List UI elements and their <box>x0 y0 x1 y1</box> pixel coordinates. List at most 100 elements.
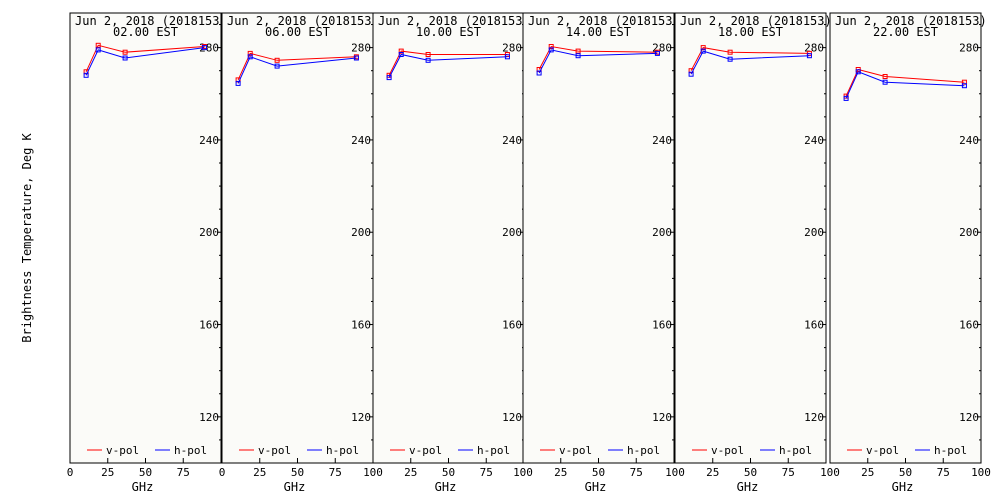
panel-title: Jun 2, 2018 (2018153) <box>378 14 530 28</box>
y-tick-label: 200 <box>652 226 672 239</box>
data-point-h-pol <box>353 55 359 61</box>
data-point-v-pol <box>882 74 888 79</box>
data-point-h-pol <box>536 70 542 76</box>
y-tick-label: 120 <box>959 411 979 424</box>
panel-subtitle: 06.00 EST <box>265 25 330 39</box>
series-line-v-pol <box>237 52 357 81</box>
y-tick-label: 160 <box>804 319 824 332</box>
x-axis-label: GHz <box>284 480 306 494</box>
plot-frame <box>522 12 675 464</box>
plot-background <box>675 13 826 463</box>
data-point-h-pol <box>806 53 812 59</box>
plot-background <box>830 13 981 463</box>
data-point-h-pol <box>843 95 849 101</box>
y-tick-label: 240 <box>199 134 219 147</box>
series-line-h-pol <box>538 49 658 74</box>
chart-panel-5: Jun 2, 2018 (2018153)18.00 EST 120 160 200 2… <box>665 12 832 494</box>
y-tick-label: 280 <box>959 42 979 55</box>
data-point-h-pol <box>247 54 253 60</box>
legend-label-h-pol: h-pol <box>326 444 359 457</box>
x-tick-label: 50 <box>442 466 455 479</box>
plot-background <box>222 13 373 463</box>
data-point-h-pol <box>201 45 207 51</box>
legend-label-v-pol: v-pol <box>866 444 899 457</box>
x-axis-label: GHz <box>737 480 759 494</box>
y-tick-label: 200 <box>502 226 522 239</box>
y-tick-label: 160 <box>959 319 979 332</box>
data-point-h-pol <box>504 54 510 60</box>
data-point-h-pol <box>961 83 967 89</box>
x-tick-label: 0 <box>67 466 74 479</box>
data-point-h-pol <box>654 50 660 56</box>
x-tick-label: 75 <box>937 466 950 479</box>
x-tick-label: 25 <box>253 466 266 479</box>
legend-label-h-pol: h-pol <box>779 444 812 457</box>
y-tick-label: 160 <box>502 319 522 332</box>
series-line-h-pol <box>85 47 205 76</box>
x-tick-label: 25 <box>404 466 417 479</box>
y-tick-label: 160 <box>652 319 672 332</box>
x-tick-label: 25 <box>861 466 874 479</box>
data-point-v-pol <box>575 48 581 54</box>
series-line-v-pol <box>85 44 205 73</box>
plot-background <box>70 13 221 463</box>
x-tick-label: 100 <box>513 466 533 479</box>
chart-panel-2: Jun 2, 2018 (2018153)06.00 EST 120 160 200 2… <box>219 12 379 494</box>
panel-subtitle: 02.00 EST <box>113 25 178 39</box>
x-tick-label: 50 <box>139 466 152 479</box>
x-tick-label: 100 <box>971 466 991 479</box>
y-tick-label: 120 <box>351 411 371 424</box>
legend-label-h-pol: h-pol <box>627 444 660 457</box>
plot-frame <box>69 12 222 464</box>
x-tick-label: 50 <box>592 466 605 479</box>
y-tick-label: 280 <box>351 42 371 55</box>
panel-title: Jun 2, 2018 (2018153) <box>227 14 379 28</box>
data-point-v-pol <box>274 57 280 63</box>
y-tick-label: 120 <box>199 411 219 424</box>
y-tick-label: 120 <box>652 411 672 424</box>
x-tick-label: 0 <box>219 466 226 479</box>
y-tick-label: 160 <box>351 319 371 332</box>
y-tick-label: 240 <box>652 134 672 147</box>
data-point-h-pol <box>95 47 101 53</box>
data-point-h-pol <box>398 52 404 57</box>
chart-panel-1: Jun 2, 2018 (2018153)02.00 EST 120 160 200 2… <box>67 12 227 494</box>
x-tick-label: 50 <box>899 466 912 479</box>
series-line-v-pol <box>690 47 810 71</box>
x-tick-label: 50 <box>744 466 757 479</box>
y-tick-label: 240 <box>502 134 522 147</box>
x-tick-label: 25 <box>101 466 114 479</box>
legend-label-h-pol: h-pol <box>934 444 967 457</box>
chart-panel-4: Jun 2, 2018 (2018153)14.00 EST 120 160 200 2… <box>513 12 680 494</box>
panel-subtitle: 22.00 EST <box>873 25 938 39</box>
x-tick-label: 75 <box>177 466 190 479</box>
legend-label-v-pol: v-pol <box>258 444 291 457</box>
x-tick-label: 75 <box>630 466 643 479</box>
panel-title: Jun 2, 2018 (2018153) <box>835 14 987 28</box>
x-axis-label: GHz <box>585 480 607 494</box>
data-point-h-pol <box>235 80 241 86</box>
panel-title: Jun 2, 2018 (2018153) <box>528 14 680 28</box>
series-line-h-pol <box>237 56 357 84</box>
legend-label-v-pol: v-pol <box>711 444 744 457</box>
series-line-v-pol <box>845 68 965 97</box>
data-point-h-pol <box>274 63 280 69</box>
legend-label-v-pol: v-pol <box>409 444 442 457</box>
x-axis-label: GHz <box>435 480 457 494</box>
data-point-h-pol <box>727 56 733 62</box>
series-line-h-pol <box>690 50 810 75</box>
panel-title: Jun 2, 2018 (2018153) <box>75 14 227 28</box>
legend-label-h-pol: h-pol <box>477 444 510 457</box>
data-point-h-pol <box>688 71 694 77</box>
x-tick-label: 50 <box>291 466 304 479</box>
x-axis-label: GHz <box>892 480 914 494</box>
y-tick-label: 240 <box>959 134 979 147</box>
series-line-v-pol <box>538 45 658 70</box>
x-tick-label: 100 <box>363 466 383 479</box>
y-tick-label: 200 <box>804 226 824 239</box>
y-tick-label: 160 <box>199 319 219 332</box>
y-tick-label: 240 <box>351 134 371 147</box>
data-point-v-pol <box>548 44 554 49</box>
panel-subtitle: 10.00 EST <box>416 25 481 39</box>
data-point-h-pol <box>122 55 128 61</box>
